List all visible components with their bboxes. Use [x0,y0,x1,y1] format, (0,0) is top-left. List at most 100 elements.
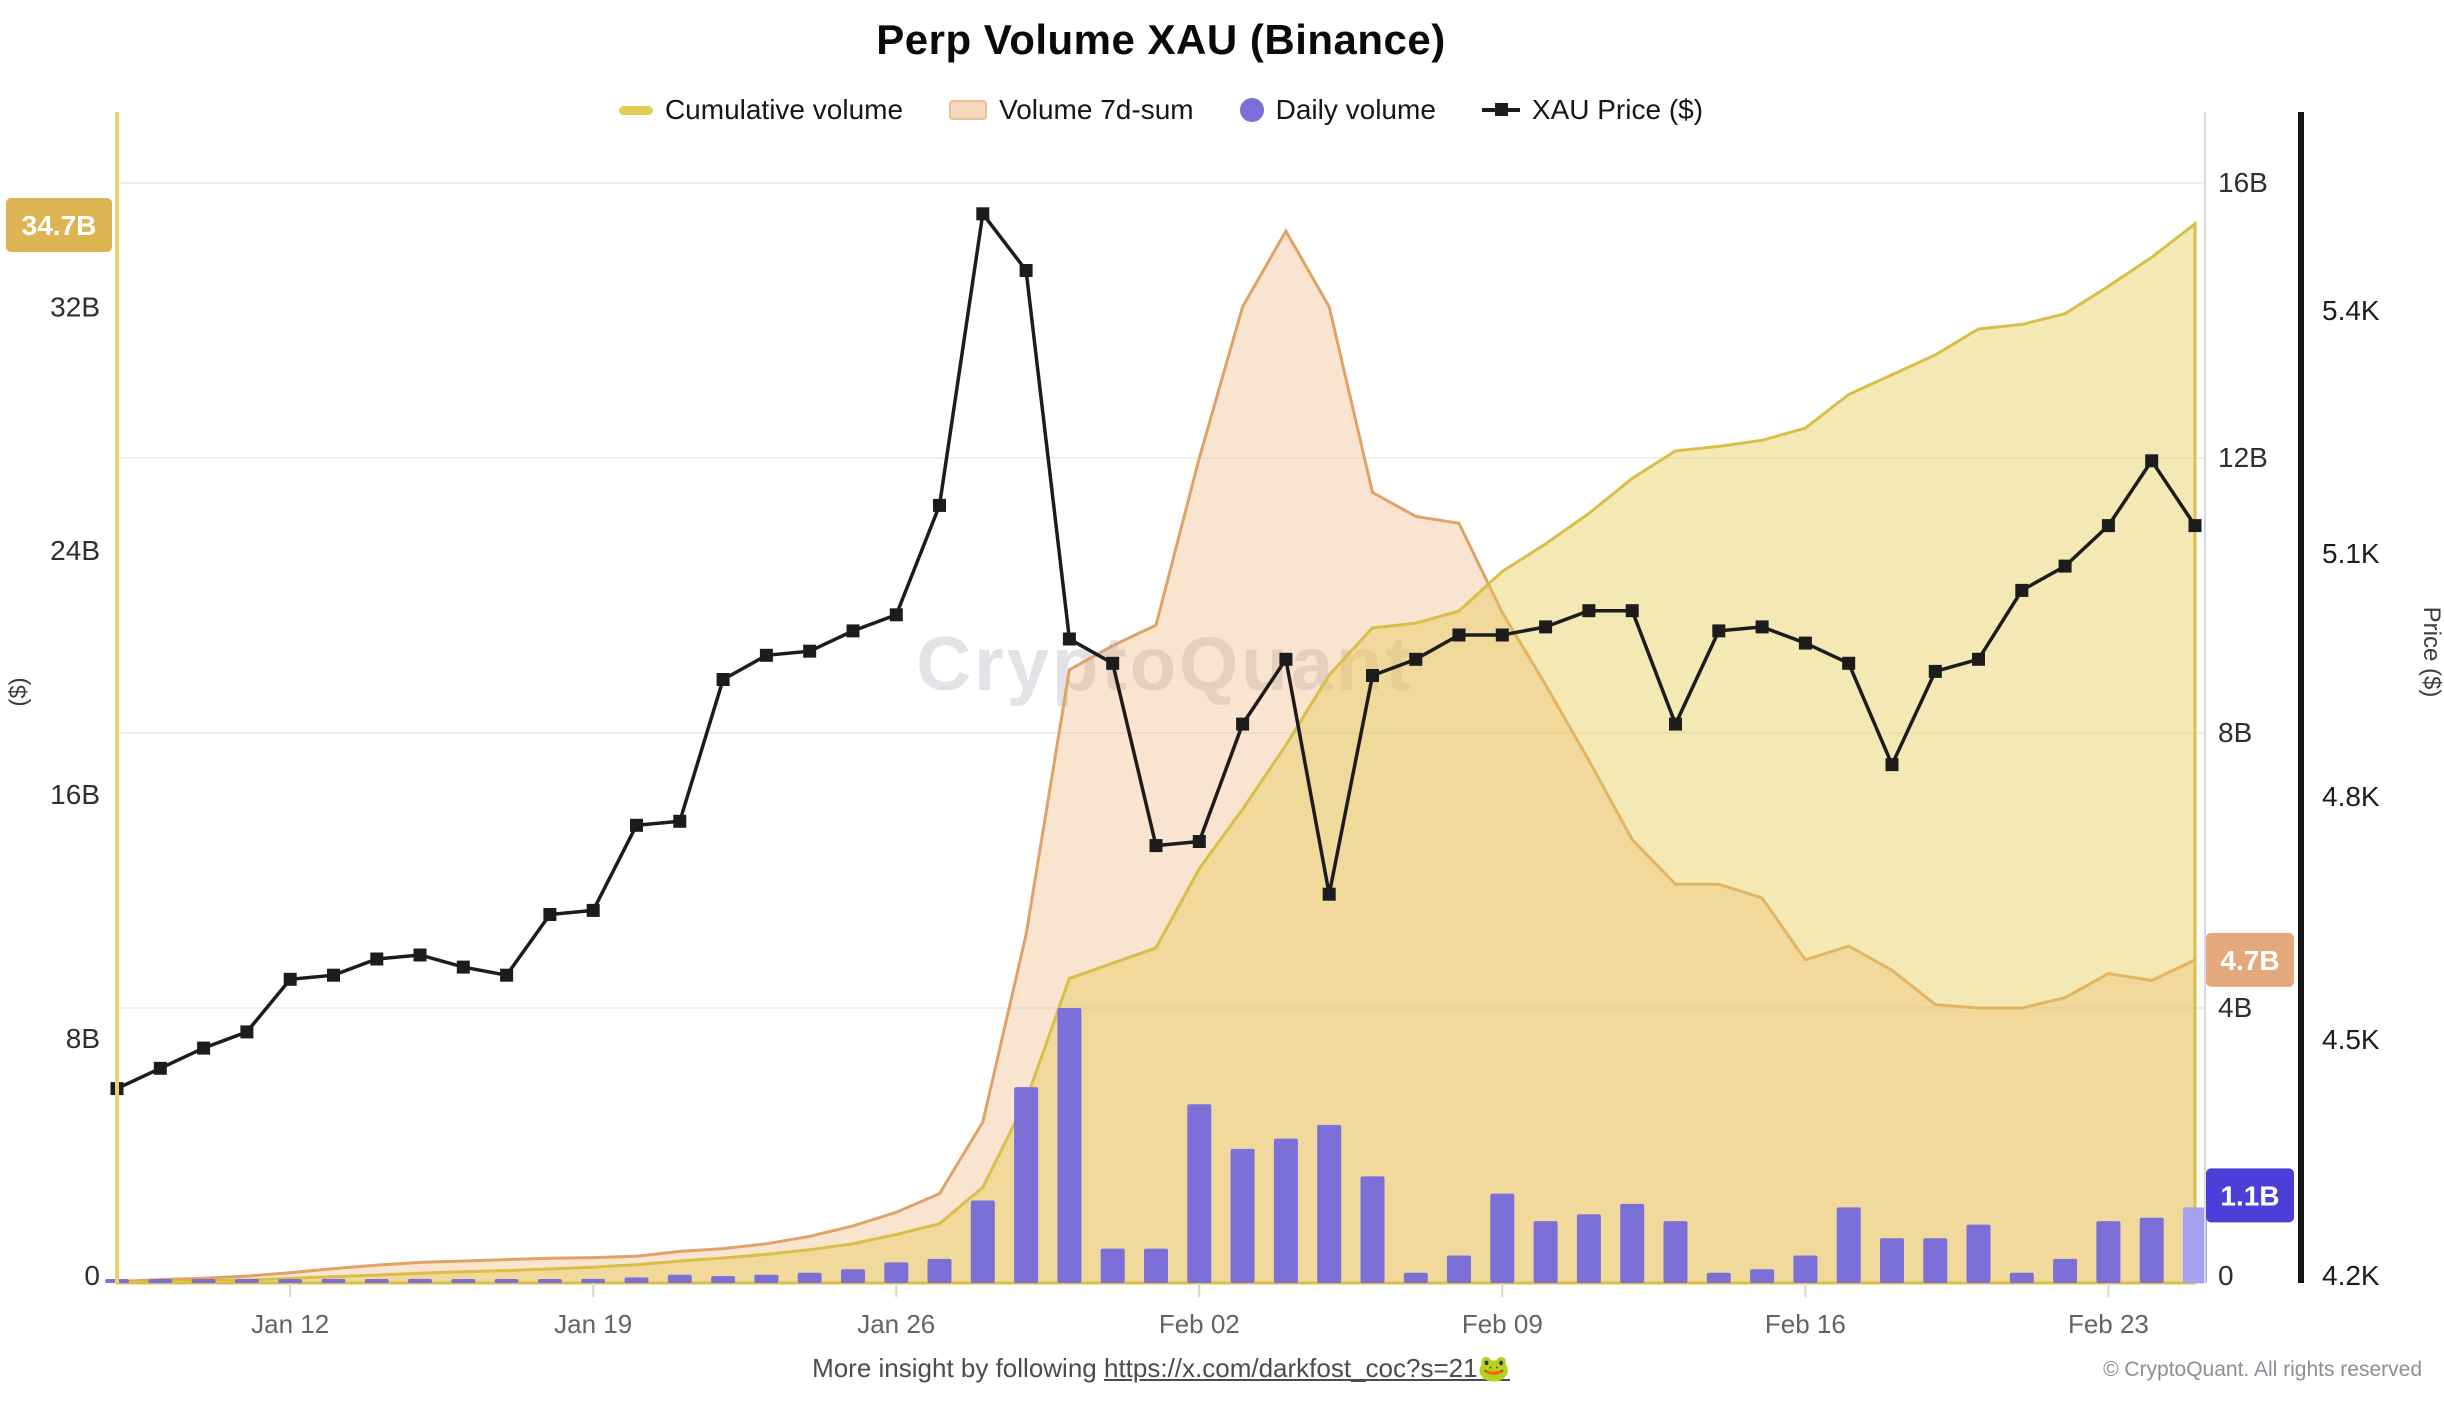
cumulative-latest-badge [6,198,112,252]
legend-item-daily-volume[interactable]: Daily volume [1239,94,1436,126]
price-marker [630,818,643,832]
daily-volume-bar [191,1279,216,1283]
daily-volume-bar [667,1274,692,1284]
price-marker [976,207,990,221]
price-marker [327,968,340,982]
price-axis-tick-label: 4.2K [2322,1260,2380,1291]
daily-volume-bar [321,1278,346,1284]
footer-promo: More insight by following https://x.com/… [117,1353,2205,1384]
legend-label: Volume 7d-sum [999,94,1194,125]
daily-volume-bar [1057,1008,1082,1283]
sevenday-latest-badge-label: 4.7B [2220,945,2279,976]
daily-volume-bar [234,1279,259,1283]
price-marker [716,673,730,686]
legend-swatch-band-icon [949,100,988,120]
daily-volume-bar [1447,1255,1471,1283]
price-marker [543,908,557,921]
chart-legend: Cumulative volume Volume 7d-sum Daily volu… [117,94,2205,126]
daily-volume-bar [1793,1255,1818,1283]
daily-volume-bar [1706,1272,1731,1284]
daily-volume-bar [1317,1124,1342,1284]
daily-volume-bar [884,1262,909,1284]
price-axis-tick-label: 5.4K [2322,295,2380,326]
price-marker [673,814,687,828]
legend-swatch-markerline-icon [1481,103,1520,116]
right-volume-tick-label: 12B [2218,442,2268,473]
price-marker [1409,652,1423,666]
price-marker [1972,652,1985,666]
daily-volume-bar [278,1279,303,1283]
price-marker [153,1061,167,1075]
daily-volume-bar [2096,1221,2121,1283]
x-axis-tick-label: Jan 12 [251,1309,329,1339]
daily-volume-bar [451,1279,476,1283]
daily-volume-bar [1360,1176,1385,1283]
x-axis-tick-label: Jan 19 [554,1309,632,1339]
cumulative-latest-badge-label: 34.7B [22,210,97,241]
daily-volume-bar [624,1277,649,1283]
daily-volume-bar [2009,1272,2034,1284]
price-marker [1322,887,1336,901]
price-marker [2188,519,2202,533]
price-marker [1798,636,1812,650]
daily-volume-bar [581,1278,606,1284]
daily-volume-bar [537,1279,562,1283]
legend-label: Cumulative volume [664,94,904,125]
price-marker [1669,717,1682,731]
price-axis-tick-label: 4.8K [2322,781,2380,812]
price-marker [1495,628,1509,642]
left-axis-tick-label: 16B [50,779,100,810]
legend-item-volume-7d-sum[interactable]: Volume 7d-sum [949,94,1194,126]
daily-volume-bar [2053,1258,2078,1283]
price-marker [1928,664,1942,678]
daily-volume-bar [148,1279,173,1283]
daily-volume-bar [797,1272,822,1284]
frog-emoji-icon: 🐸 [1477,1353,1510,1383]
daily-volume-bar [1663,1221,1688,1283]
daily-volume-bar [2139,1217,2164,1284]
x-axis-tick-label: Feb 09 [1462,1309,1543,1339]
price-marker [1236,717,1250,731]
price-marker [586,903,600,917]
cumulative-volume-area [115,220,2197,1285]
page-title: Perp Volume XAU (Binance) [876,16,1446,63]
daily-volume-bar [754,1274,779,1284]
legend-label: XAU Price ($) [1531,94,1704,125]
price-marker [1062,632,1076,646]
price-marker [1366,669,1379,682]
price-marker [2145,454,2159,468]
price-marker [240,1025,254,1039]
footer-promo-link[interactable]: https://x.com/darkfost_coc?s=21🐸 [1104,1353,1510,1383]
footer-promo-text: More insight by following [812,1353,1104,1383]
daily-volume-bar [1533,1221,1558,1283]
left-axis-tick-label: 8B [66,1023,100,1054]
price-marker [1149,839,1163,853]
price-marker [1452,628,1466,642]
daily-volume-bar [1100,1248,1125,1283]
price-marker [933,498,946,512]
daily-volume-bar [1836,1207,1861,1284]
legend-item-xau-price-[interactable]: XAU Price ($) [1481,94,1704,126]
daily-volume-bar [1403,1272,1428,1284]
price-marker [803,644,817,658]
price-marker [1539,620,1553,634]
price-marker [2015,583,2029,597]
right-volume-tick-label: 4B [2218,992,2252,1023]
daily-volume-bar [927,1258,952,1283]
legend-item-cumulative-volume[interactable]: Cumulative volume [618,94,904,126]
right-volume-tick-label: 0 [2218,1260,2234,1291]
price-marker [2101,519,2115,533]
daily-volume-bar [970,1200,995,1283]
daily-volume-bar [1490,1193,1515,1283]
volume-7d-sum-area [115,228,2197,1285]
daily-volume-bar [1273,1138,1298,1283]
price-marker [1582,604,1596,618]
price-marker [1712,624,1726,638]
price-marker [197,1041,211,1055]
left-axis-tick-label: 32B [50,291,100,322]
price-marker [759,648,773,662]
price-marker [1019,264,1033,277]
sevenday-latest-badge [2206,932,2294,987]
price-marker [500,968,514,982]
